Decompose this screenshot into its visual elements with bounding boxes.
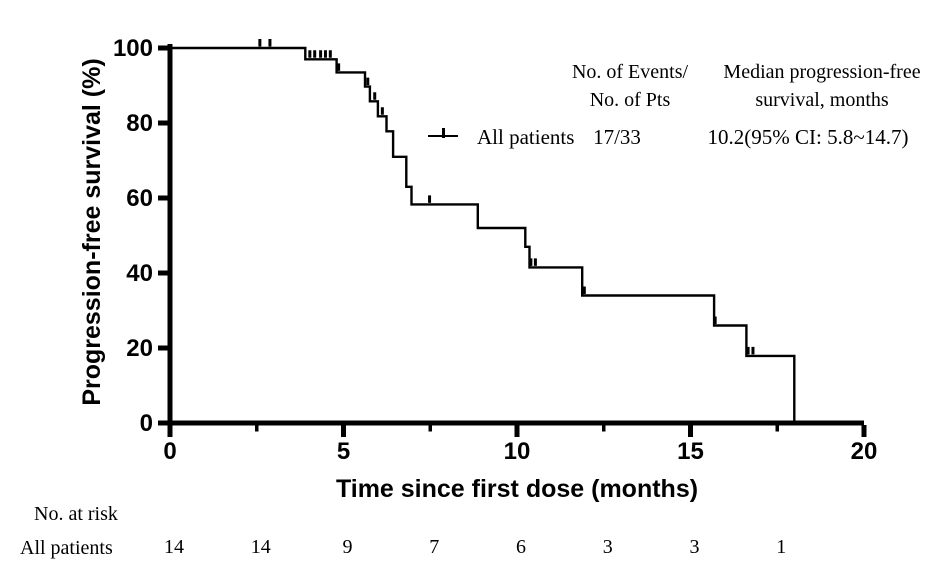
column-header-median: Median progression-free survival, months	[723, 58, 920, 114]
at-risk-count: 14	[251, 536, 271, 558]
at-risk-count: 3	[603, 536, 613, 558]
x-tick-labels: 0 5 10 15 20	[163, 438, 877, 465]
column-header-events: No. of Events/ No. of Pts	[572, 58, 688, 114]
legend-symbol-all-patients	[428, 128, 458, 138]
legend-median-pfs: 10.2(95% CI: 5.8~14.7)	[707, 125, 909, 149]
axis-titles: Time since first dose (months) Progressio…	[78, 58, 698, 503]
at-risk-counts: 14 14 9 7 6 3 3 1	[164, 536, 786, 558]
x-tick-label: 10	[504, 438, 531, 465]
km-curve	[170, 46, 796, 423]
y-tick-label: 40	[126, 260, 153, 287]
y-tick-label: 100	[113, 35, 153, 62]
x-tick-label: 0	[163, 438, 176, 465]
y-ticks	[158, 45, 168, 426]
column-header-median-line1: Median progression-free	[723, 61, 921, 83]
at-risk-count: 9	[343, 536, 353, 558]
at-risk-count: 1	[776, 536, 786, 558]
km-curve-all-patients	[170, 46, 796, 423]
x-ticks	[167, 425, 867, 437]
at-risk-count: 6	[516, 536, 526, 558]
x-tick-label: 5	[337, 438, 350, 465]
x-axis-title: Time since first dose (months)	[336, 475, 698, 503]
y-axis-title: Progression-free survival (%)	[78, 58, 106, 405]
axes	[167, 44, 864, 426]
at-risk-count: 3	[690, 536, 700, 558]
y-tick-label: 60	[126, 185, 153, 212]
legend-label-all-patients: All patients	[477, 125, 575, 149]
y-tick-label: 80	[126, 110, 153, 137]
column-header-median-line2: survival, months	[755, 89, 889, 111]
at-risk-count: 7	[429, 536, 439, 558]
censor-marks	[258, 39, 755, 355]
at-risk-row-label: All patients	[20, 537, 113, 559]
y-tick-label: 20	[126, 335, 153, 362]
at-risk-table-title: No. at risk	[34, 503, 118, 525]
legend-events-over-pts: 17/33	[593, 125, 641, 149]
legend-censor-tick-icon	[441, 128, 445, 138]
x-tick-label: 15	[677, 438, 704, 465]
column-header-events-line1: No. of Events/	[571, 61, 689, 83]
at-risk-count: 14	[164, 536, 184, 558]
y-tick-label: 0	[140, 410, 153, 437]
column-header-events-line2: No. of Pts	[589, 89, 671, 111]
x-tick-label: 20	[851, 438, 878, 465]
y-tick-labels: 0 20 40 60 80 100	[113, 35, 153, 437]
